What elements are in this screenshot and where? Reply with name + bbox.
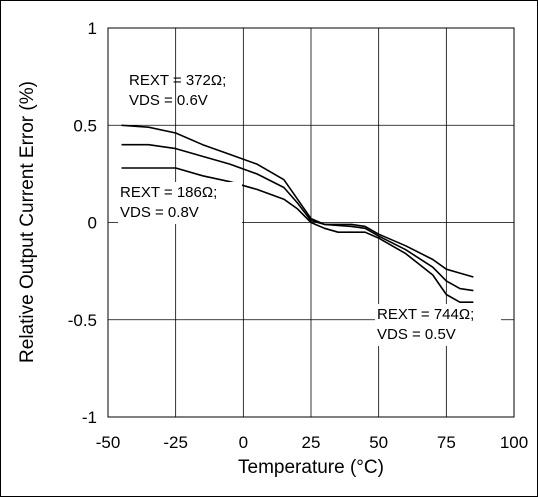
annotation-text: VDS = 0.6V — [129, 92, 208, 109]
y-axis-label: Relative Output Current Error (%) — [17, 81, 38, 363]
x-tick-label: 75 — [437, 433, 456, 452]
annotation-text: REXT = 372Ω; — [129, 72, 226, 89]
annotation-text: VDS = 0.8V — [120, 204, 199, 221]
series-lines — [121, 124, 474, 304]
x-tick-label: 100 — [500, 433, 528, 452]
x-tick-label: 50 — [369, 433, 388, 452]
annotation-2: REXT = 186Ω; VDS = 0.8V — [118, 182, 242, 224]
y-tick-labels: 1 0.5 0 -0.5 -1 — [68, 19, 97, 427]
y-tick-label: 0 — [88, 214, 97, 233]
annotation-background — [375, 304, 501, 346]
annotation-background — [118, 182, 242, 224]
y-tick-label: 0.5 — [73, 116, 97, 135]
x-tick-label: -50 — [96, 433, 121, 452]
x-tick-label: 25 — [302, 433, 321, 452]
annotation-1: REXT = 372Ω; VDS = 0.6V — [129, 72, 226, 109]
series-line-1 — [121, 124, 474, 278]
annotation-3: REXT = 744Ω; VDS = 0.5V — [375, 304, 501, 346]
annotation-text: REXT = 744Ω; — [377, 306, 474, 323]
y-tick-label: -1 — [82, 408, 97, 427]
y-tick-label: 1 — [88, 19, 97, 38]
annotation-text: VDS = 0.5V — [377, 326, 456, 343]
annotations: REXT = 372Ω; VDS = 0.6V REXT = 186Ω; VDS = … — [118, 72, 501, 346]
x-tick-label: 0 — [239, 433, 248, 452]
x-tick-label: -25 — [163, 433, 188, 452]
series-line-3 — [121, 167, 474, 304]
x-tick-labels: -50 -25 0 25 50 75 100 — [96, 433, 528, 452]
y-tick-label: -0.5 — [68, 311, 97, 330]
annotation-text: REXT = 186Ω; — [120, 184, 217, 201]
x-axis-label: Temperature (°C) — [238, 457, 384, 478]
series-line-2 — [121, 143, 474, 292]
